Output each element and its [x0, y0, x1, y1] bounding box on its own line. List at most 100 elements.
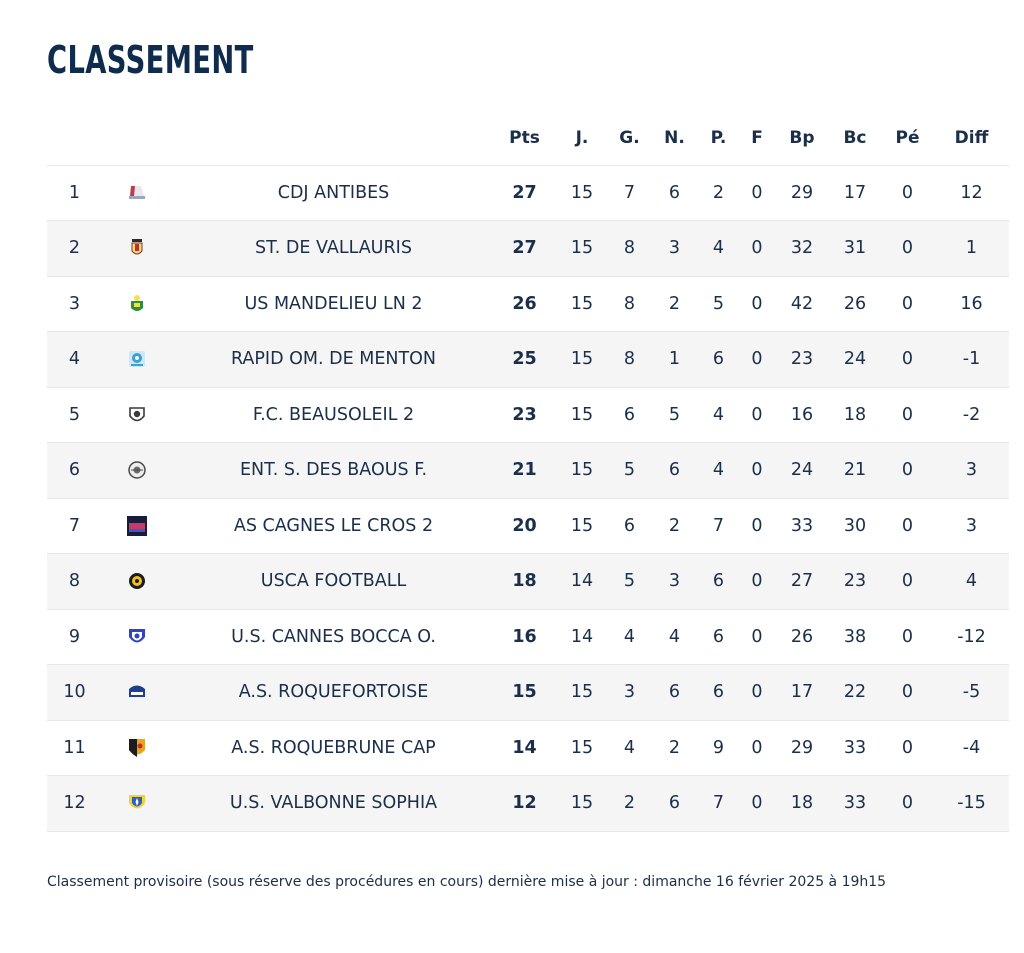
won-cell: 5	[623, 460, 636, 481]
lost-cell: 5	[712, 293, 725, 314]
forfeit-cell: 0	[751, 349, 763, 370]
logo-cell	[102, 498, 172, 554]
points-cell: 27	[512, 238, 537, 259]
points-cell: 15	[512, 682, 537, 703]
logo-cell	[102, 165, 172, 221]
penalty-cell: 0	[901, 404, 914, 425]
rank-cell: 7	[68, 515, 81, 536]
won-cell: 6	[623, 404, 636, 425]
goals-against-cell: 26	[843, 293, 867, 314]
goals-for-cell: 16	[790, 404, 814, 425]
rank-cell: 1	[68, 182, 81, 203]
team-name[interactable]: AS CAGNES LE CROS 2	[233, 515, 434, 536]
goals-for-cell: 29	[790, 182, 814, 203]
table-row[interactable]: 2 ST. DE VALLAURIS 27 15 8 3 4 0 32 31 0…	[47, 220, 1009, 277]
goals-against-cell: 21	[843, 460, 867, 481]
table-row[interactable]: 1 CDJ ANTIBES 27 15 7 6 2 0 29 17 0 12	[47, 165, 1009, 221]
cannes-bocca-logo-icon	[126, 626, 148, 648]
table-row[interactable]: 3 US MANDELIEU LN 2 26 15 8 2 5 0 42 26 …	[47, 276, 1009, 332]
penalty-cell: 0	[901, 460, 914, 481]
team-name[interactable]: U.S. CANNES BOCCA O.	[231, 626, 436, 647]
won-cell: 4	[623, 737, 636, 758]
header-pts[interactable]: Pts	[493, 111, 556, 166]
team-name[interactable]: A.S. ROQUEFORTOISE	[238, 682, 429, 703]
header-drawn[interactable]: N.	[651, 111, 698, 166]
table-row[interactable]: 10 A.S. ROQUEFORTOISE 15 15 3 6 6 0 17 2…	[47, 664, 1009, 720]
played-cell: 14	[570, 626, 594, 647]
team-name[interactable]: RAPID OM. DE MENTON	[230, 349, 437, 370]
points-cell: 27	[512, 182, 537, 203]
forfeit-cell: 0	[751, 793, 763, 814]
drawn-cell: 2	[668, 737, 681, 758]
lost-cell: 7	[712, 515, 725, 536]
team-name[interactable]: A.S. ROQUEBRUNE CAP	[231, 737, 436, 758]
forfeit-cell: 0	[751, 238, 763, 259]
mandelieu-logo-icon	[126, 293, 148, 315]
logo-cell	[102, 276, 172, 332]
team-name[interactable]: ENT. S. DES BAOUS F.	[239, 460, 428, 481]
lost-cell: 4	[712, 404, 725, 425]
cagnes-logo-icon	[126, 515, 148, 537]
goal-diff-cell: -4	[962, 737, 981, 758]
goal-diff-cell: 16	[960, 293, 983, 314]
standings-table: Pts J. G. N. P. F Bp Bc Pé Diff 1 CDJ AN…	[47, 111, 1009, 832]
table-row[interactable]: 9 U.S. CANNES BOCCA O. 16 14 4 4 6 0 26 …	[47, 609, 1009, 665]
beausoleil-logo-icon	[126, 404, 148, 426]
team-name[interactable]: ST. DE VALLAURIS	[255, 238, 412, 259]
header-goals-against[interactable]: Bc	[829, 111, 881, 166]
drawn-cell: 5	[668, 404, 681, 425]
header-won[interactable]: G.	[608, 111, 651, 166]
forfeit-cell: 0	[751, 571, 763, 592]
roquebrune-logo-icon	[126, 737, 148, 759]
forfeit-cell: 0	[751, 182, 763, 203]
rank-cell: 6	[68, 460, 81, 481]
goal-diff-cell: 1	[965, 238, 978, 259]
goals-for-cell: 24	[790, 460, 814, 481]
header-goals-for[interactable]: Bp	[775, 111, 829, 166]
usca-logo-icon	[126, 570, 148, 592]
goal-diff-cell: -15	[957, 793, 986, 814]
table-row[interactable]: 4 RAPID OM. DE MENTON 25 15 8 1 6 0 23 2…	[47, 331, 1009, 387]
penalty-cell: 0	[901, 626, 914, 647]
penalty-cell: 0	[901, 571, 914, 592]
header-goal-diff[interactable]: Diff	[934, 111, 1009, 166]
won-cell: 6	[623, 515, 636, 536]
won-cell: 2	[623, 793, 636, 814]
goals-against-cell: 22	[843, 682, 867, 703]
team-name[interactable]: CDJ ANTIBES	[277, 182, 390, 203]
drawn-cell: 6	[668, 793, 681, 814]
baous-logo-icon	[126, 459, 148, 481]
table-row[interactable]: 11 A.S. ROQUEBRUNE CAP 14 15 4 2 9 0 29 …	[47, 720, 1009, 776]
logo-cell	[102, 221, 172, 277]
table-row[interactable]: 7 AS CAGNES LE CROS 2 20 15 6 2 7 0 33 3…	[47, 498, 1009, 554]
points-cell: 16	[512, 626, 537, 647]
table-row[interactable]: 5 F.C. BEAUSOLEIL 2 23 15 6 5 4 0 16 18 …	[47, 387, 1009, 443]
goal-diff-cell: 3	[965, 515, 978, 536]
team-name[interactable]: USCA FOOTBALL	[260, 571, 407, 592]
played-cell: 15	[570, 682, 594, 703]
drawn-cell: 3	[668, 238, 681, 259]
played-cell: 15	[570, 460, 594, 481]
goals-against-cell: 33	[843, 737, 867, 758]
played-cell: 15	[570, 793, 594, 814]
rank-cell: 4	[68, 349, 81, 370]
played-cell: 14	[570, 571, 594, 592]
table-row[interactable]: 8 USCA FOOTBALL 18 14 5 3 6 0 27 23 0 4	[47, 553, 1009, 609]
points-cell: 23	[512, 404, 537, 425]
rank-cell: 2	[68, 238, 81, 259]
team-name[interactable]: US MANDELIEU LN 2	[244, 293, 423, 314]
team-name[interactable]: F.C. BEAUSOLEIL 2	[252, 404, 415, 425]
forfeit-cell: 0	[751, 404, 763, 425]
goals-for-cell: 33	[790, 515, 814, 536]
table-row[interactable]: 12 U.S. VALBONNE SOPHIA 12 15 2 6 7 0 18…	[47, 775, 1009, 832]
header-penalty[interactable]: Pé	[881, 111, 934, 166]
table-header-row: Pts J. G. N. P. F Bp Bc Pé Diff	[47, 111, 1009, 166]
logo-cell	[102, 776, 172, 832]
table-row[interactable]: 6 ENT. S. DES BAOUS F. 21 15 5 6 4 0 24 …	[47, 442, 1009, 498]
menton-logo-icon	[126, 348, 148, 370]
team-name[interactable]: U.S. VALBONNE SOPHIA	[229, 793, 438, 814]
header-played[interactable]: J.	[556, 111, 608, 166]
header-lost[interactable]: P.	[698, 111, 739, 166]
header-forfeit[interactable]: F	[739, 111, 775, 166]
